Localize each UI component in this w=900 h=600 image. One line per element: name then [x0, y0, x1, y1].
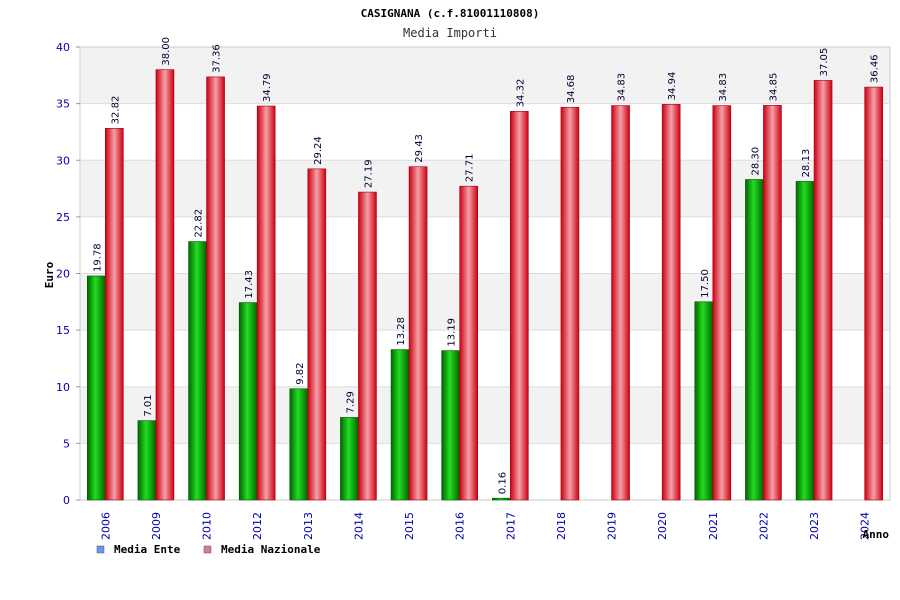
x-tick-label: 2016 [454, 512, 467, 540]
bar-media-ente [795, 181, 815, 501]
bar-media-nazionale [510, 111, 529, 501]
value-labels: 19.78 32.82 7.01 38.00 22.82 37.36 17.43 34.79 9… [92, 37, 880, 494]
bar-media-ente [745, 179, 764, 501]
x-tick-label: 2015 [403, 512, 416, 540]
x-axis-ticks: 2006 2009 2010 2012 2013 2014 2015 2016 2017 2018… [99, 512, 871, 540]
y-tick-label: 20 [56, 268, 70, 281]
y-tick-label: 5 [63, 437, 70, 450]
bar-media-ente [492, 497, 511, 501]
value-label: 22.82 [194, 209, 205, 238]
x-tick-label: 2009 [150, 512, 163, 540]
value-label: 28.30 [750, 147, 761, 176]
x-tick-label: 2014 [352, 512, 365, 540]
x-tick-label: 2013 [302, 512, 315, 540]
bar-media-nazionale [256, 105, 276, 501]
legend-swatch-media-ente [96, 545, 105, 554]
value-label: 13.19 [447, 318, 458, 347]
bar-media-ente [238, 302, 258, 501]
value-label: 37.05 [819, 48, 830, 77]
value-label: 34.79 [262, 73, 273, 102]
bar-media-nazionale [307, 168, 327, 501]
bar-media-nazionale [358, 191, 377, 501]
y-tick-label: 0 [63, 494, 70, 507]
x-tick-label: 2017 [504, 512, 517, 540]
x-tick-label: 2010 [201, 512, 214, 540]
bar-media-nazionale [155, 69, 175, 501]
y-axis-label: Euro [43, 261, 56, 288]
bar-media-nazionale [864, 86, 883, 501]
value-label: 34.94 [667, 72, 678, 101]
y-tick-label: 10 [56, 381, 70, 394]
value-label: 32.82 [110, 96, 121, 125]
x-tick-label: 2006 [99, 512, 112, 540]
bar-media-nazionale [459, 185, 478, 501]
x-tick-label: 2022 [757, 512, 770, 540]
value-label: 17.50 [700, 269, 711, 298]
value-label: 34.83 [617, 73, 628, 102]
x-tick-label: 2020 [656, 512, 669, 540]
x-tick-label: 2023 [808, 512, 821, 540]
value-label: 29.24 [313, 136, 324, 165]
y-tick-label: 25 [56, 211, 70, 224]
bar-media-nazionale [763, 105, 782, 501]
value-label: 13.28 [396, 317, 407, 346]
value-label: 0.16 [497, 472, 508, 494]
x-tick-label: 2018 [555, 512, 568, 540]
x-tick-label: 2021 [707, 512, 720, 540]
value-label: 7.01 [143, 394, 154, 416]
y-tick-label: 15 [56, 324, 70, 337]
bar-media-nazionale [813, 80, 833, 501]
legend-swatch-media-nazionale [203, 545, 212, 554]
value-label: 19.78 [92, 243, 103, 272]
bar-media-nazionale [206, 76, 225, 501]
x-tick-label: 2012 [251, 512, 264, 540]
value-label: 34.85 [768, 73, 779, 102]
value-label: 34.32 [515, 79, 526, 108]
bar-media-nazionale [105, 128, 124, 501]
value-label: 28.13 [801, 149, 812, 178]
bar-media-nazionale [611, 105, 630, 501]
bars [87, 69, 883, 501]
bar-media-nazionale [408, 166, 428, 501]
y-tick-label: 30 [56, 154, 70, 167]
value-label: 7.29 [345, 391, 356, 413]
value-label: 38.00 [161, 37, 172, 66]
value-label: 29.43 [414, 134, 425, 163]
value-label: 17.43 [244, 270, 255, 299]
legend: Media Ente Media Nazionale [96, 543, 321, 556]
bar-media-ente [289, 388, 309, 501]
x-tick-label: 2019 [606, 512, 619, 540]
bar-media-ente [188, 241, 207, 501]
y-axis-ticks: 0 5 10 15 20 25 30 35 40 [56, 41, 80, 507]
value-label: 34.83 [718, 73, 729, 102]
bar-media-ente [390, 349, 410, 501]
bar-media-nazionale [661, 104, 681, 501]
bar-media-nazionale [712, 105, 732, 501]
value-label: 36.46 [870, 54, 881, 83]
bar-media-nazionale [560, 106, 580, 501]
y-tick-label: 40 [56, 41, 70, 54]
legend-label-media-ente: Media Ente [114, 543, 181, 556]
bar-media-ente [87, 275, 106, 501]
y-tick-label: 35 [56, 98, 70, 111]
bar-media-ente [340, 417, 359, 501]
value-label: 34.68 [566, 75, 577, 104]
chart-subtitle: Media Importi [403, 26, 497, 40]
x-tick-label: 2024 [859, 512, 872, 540]
chart-title: CASIGNANA (c.f.81001110808) [361, 7, 540, 20]
value-label: 9.82 [295, 363, 306, 385]
value-label: 27.19 [363, 159, 374, 188]
value-label: 27.71 [465, 154, 476, 183]
bar-media-ente [441, 350, 460, 501]
value-label: 37.36 [212, 44, 223, 73]
bar-media-ente [694, 301, 714, 501]
legend-label-media-nazionale: Media Nazionale [221, 543, 321, 556]
x-axis-label: Anno [863, 528, 890, 541]
bar-media-ente [137, 420, 157, 501]
